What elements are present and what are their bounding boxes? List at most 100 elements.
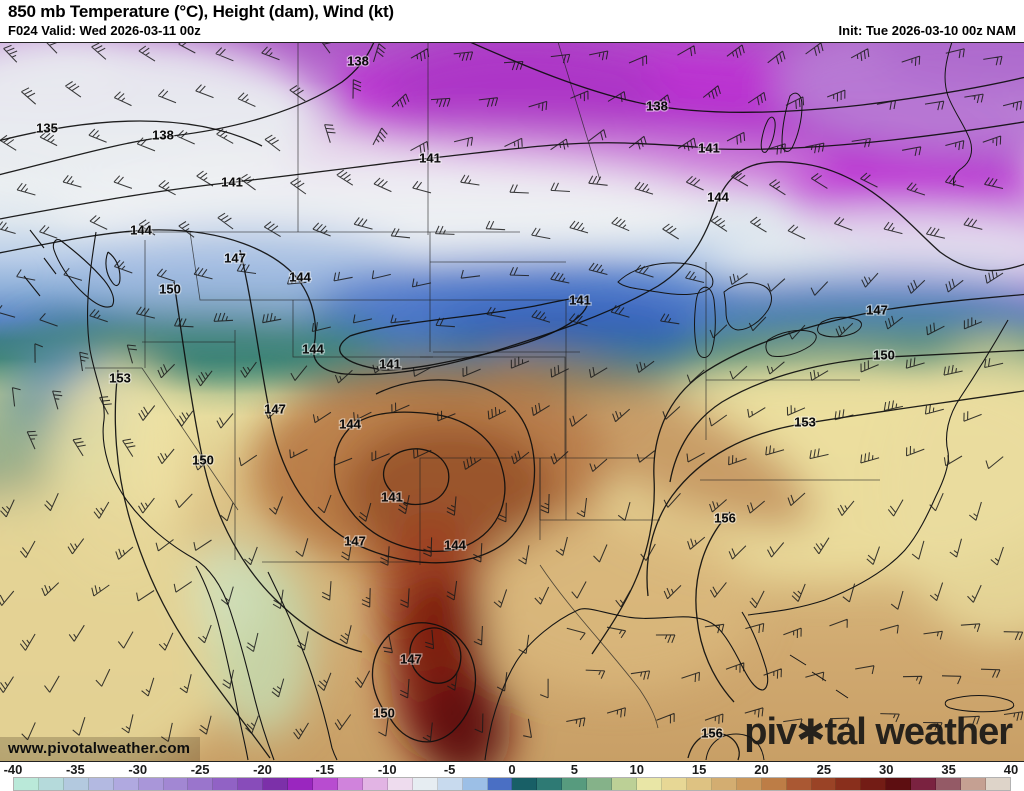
colorbar-swatch — [263, 778, 289, 790]
colorbar-tick-label: -40 — [3, 762, 23, 777]
colorbar-swatch — [113, 778, 139, 790]
colorbar-swatch — [288, 778, 314, 790]
colorbar-tick-label: 10 — [629, 762, 644, 777]
temperature-field — [0, 43, 1024, 761]
colorbar-tick-label: 40 — [1003, 762, 1019, 777]
contour-label: 141 — [419, 151, 441, 166]
contour-label: 150 — [159, 282, 181, 297]
header: 850 mb Temperature (°C), Height (dam), W… — [0, 0, 1024, 42]
map-canvas: 135 138 138 138 141 141 141 141 141 141 144 144 144 1… — [0, 43, 1024, 761]
gear-icon: ✱ — [796, 713, 825, 752]
colorbar-swatch — [38, 778, 64, 790]
colorbar-swatch — [886, 778, 912, 790]
contour-label: 147 — [264, 402, 286, 417]
colorbar-tick-label: 5 — [570, 762, 578, 777]
wind-barbs — [0, 43, 1024, 742]
colorbar-swatch — [437, 778, 463, 790]
colorbar-swatch — [661, 778, 687, 790]
colorbar-swatch — [362, 778, 388, 790]
colorbar-swatch — [911, 778, 937, 790]
colorbar-tick-label: 25 — [816, 762, 832, 777]
contour-label: 144 — [444, 538, 466, 553]
colorbar-swatch — [188, 778, 214, 790]
page-title: 850 mb Temperature (°C), Height (dam), W… — [8, 2, 394, 21]
geography — [23, 43, 1015, 761]
colorbar-swatch — [686, 778, 712, 790]
colorbar-swatch — [562, 778, 588, 790]
contour-label: 147 — [344, 534, 366, 549]
contour-label: 150 — [373, 706, 395, 721]
contour-label: 156 — [714, 511, 736, 526]
contour-label: 156 — [701, 726, 723, 741]
colorbar-tick-label: -20 — [253, 762, 272, 777]
colorbar-tick-labels: -40 -35 -30 -25 -20 -15 -10 -5 0 5 10 15 20 25 30 35 40 — [4, 762, 1019, 777]
colorbar-swatch — [387, 778, 413, 790]
contour-label: 138 — [152, 128, 174, 143]
colorbar-swatch — [238, 778, 264, 790]
map-area: 135 138 138 138 141 141 141 141 141 141 144 144 144 1… — [0, 42, 1024, 762]
logo-text-pre: piv — [744, 711, 797, 753]
contour-labels: 135 138 138 138 141 141 141 141 141 141 144 144 144 1… — [35, 52, 896, 742]
contour-label: 147 — [866, 303, 888, 318]
colorbar-swatch — [711, 778, 737, 790]
colorbar-tick-label: 35 — [941, 762, 956, 777]
colorbar-swatch — [337, 778, 363, 790]
colorbar-swatch — [88, 778, 114, 790]
colorbar-swatches — [13, 777, 1011, 791]
colorbar-swatch — [985, 778, 1010, 790]
contour-label: 150 — [873, 348, 895, 363]
colorbar-swatch — [462, 778, 488, 790]
colorbar-swatch — [861, 778, 887, 790]
colorbar-swatch — [487, 778, 513, 790]
contour-label: 147 — [224, 251, 246, 266]
colorbar-swatch — [163, 778, 189, 790]
init-time-label: Init: Tue 2026-03-10 00z NAM — [838, 23, 1016, 38]
colorbar-tick-label: 20 — [754, 762, 769, 777]
colorbar-tick-label: -10 — [377, 762, 397, 777]
colorbar-swatch — [961, 778, 986, 790]
contour-label: 153 — [109, 371, 131, 386]
logo-text-post: tal weather — [824, 711, 1013, 753]
contour-label: 144 — [707, 190, 729, 205]
colorbar-swatch — [313, 778, 338, 790]
colorbar-tick-label: -35 — [65, 762, 85, 777]
contour-label: 141 — [221, 175, 243, 190]
colorbar-tick-label: -25 — [190, 762, 210, 777]
contour-label: 150 — [192, 453, 214, 468]
contour-label: 144 — [289, 270, 311, 285]
colorbar-swatch — [14, 778, 39, 790]
colorbar-swatch — [761, 778, 787, 790]
colorbar-swatch — [637, 778, 662, 790]
wind-barb-field — [0, 43, 1024, 742]
contour-label: 135 — [36, 121, 58, 136]
contour-label: 141 — [381, 490, 403, 505]
colorbar-swatch — [512, 778, 538, 790]
colorbar-tick-label: 0 — [508, 762, 516, 777]
contour-label: 141 — [569, 293, 591, 308]
contour-label: 144 — [130, 223, 152, 238]
colorbar-swatch — [936, 778, 962, 790]
valid-time-label: F024 Valid: Wed 2026-03-11 00z — [8, 23, 201, 38]
colorbar-swatch — [836, 778, 862, 790]
contour-label: 153 — [794, 415, 816, 430]
colorbar-tick-label: -15 — [315, 762, 335, 777]
watermark: www.pivotalweather.com — [0, 737, 201, 761]
colorbar-swatch — [412, 778, 438, 790]
colorbar-swatch — [811, 778, 837, 790]
contour-label: 144 — [339, 417, 361, 432]
colorbar-tick-label: -30 — [128, 762, 148, 777]
contour-label: 141 — [698, 141, 720, 156]
temperature-colorbar: -40 -35 -30 -25 -20 -15 -10 -5 0 5 10 15 20 25 30 35 40 — [0, 762, 1024, 791]
colorbar-tick-label: 30 — [879, 762, 894, 777]
brand-logo: piv✱tal weather — [744, 711, 1013, 754]
colorbar-swatch — [786, 778, 812, 790]
colorbar-swatch — [612, 778, 638, 790]
colorbar-swatch — [63, 778, 89, 790]
contour-label: 147 — [400, 652, 422, 667]
contour-label: 144 — [302, 342, 324, 357]
colorbar-tick-label: -5 — [443, 762, 456, 777]
height-contours — [0, 43, 1024, 761]
colorbar-swatch — [138, 778, 164, 790]
colorbar-swatch — [587, 778, 613, 790]
